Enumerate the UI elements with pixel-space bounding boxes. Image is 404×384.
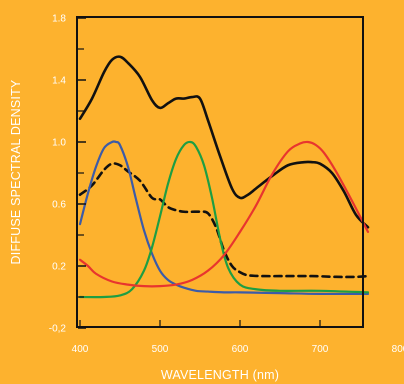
y-axis-title: DIFFUSE SPECTRAL DENSITY	[9, 79, 23, 264]
y-tick-label: -0,2	[49, 324, 67, 335]
y-tick-label: 0.2	[52, 262, 66, 273]
x-axis-title: WAVELENGTH (nm)	[161, 368, 279, 382]
y-tick-label: 1.0	[52, 138, 66, 149]
blue-series-line	[78, 140, 370, 296]
x-tick-label: 500	[152, 344, 169, 355]
x-tick-label: 800	[392, 344, 404, 355]
x-tick-label: 600	[232, 344, 249, 355]
series-layer	[78, 55, 370, 299]
y-tick-label: 1.8	[52, 14, 66, 25]
ticks-layer: -0,2 0.2 0.6 1.0 1.4 1.8 400 500 600 700 800	[49, 14, 404, 356]
x-tick-label: 700	[312, 344, 329, 355]
black-dashed-series-line	[78, 162, 370, 279]
plot-frame	[76, 16, 364, 328]
red-series-line	[78, 140, 370, 288]
y-tick-label: 1.4	[52, 76, 66, 87]
y-tick-label: 0.6	[52, 200, 66, 211]
black-solid-series-line	[78, 55, 370, 229]
x-tick-label: 400	[72, 344, 89, 355]
